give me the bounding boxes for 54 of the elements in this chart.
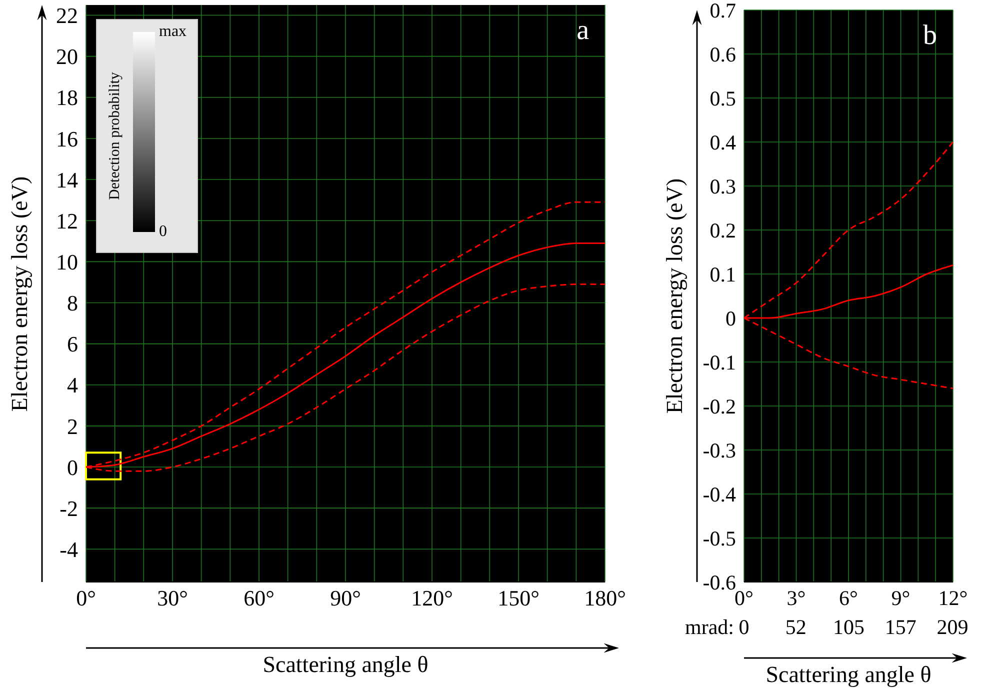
x2-axis-title: mrad: — [684, 615, 734, 640]
y-tick-label: -0.5 — [702, 526, 736, 550]
annotation: max — [159, 22, 187, 42]
x-tick-label: 180° — [584, 586, 626, 611]
y-tick-label: 10 — [56, 249, 78, 274]
y-tick-label: 2 — [67, 414, 78, 439]
y-tick-label: 0.2 — [710, 218, 736, 242]
y-axis-title: Electron energy loss (eV) — [6, 174, 33, 414]
color-bar-title: Detection probability — [106, 71, 124, 202]
y-tick-label: -2 — [60, 496, 78, 521]
y-tick-label: 6 — [67, 332, 78, 357]
x-tick-label: 6° — [839, 586, 858, 610]
x-tick-label: 30° — [157, 586, 188, 611]
y-tick-label: -0.1 — [702, 350, 736, 374]
x-tick-label: 60° — [244, 586, 274, 611]
x-tick-label: 12° — [938, 586, 968, 610]
y-tick-label: 14 — [56, 167, 78, 192]
y-tick-label: -0.3 — [702, 438, 736, 462]
x-tick-label: 0° — [76, 586, 96, 611]
x2-tick-label: 209 — [936, 615, 970, 640]
y-tick-label: 16 — [56, 126, 78, 152]
y-tick-label: -0.2 — [702, 394, 736, 418]
x-tick-label: 0° — [734, 586, 754, 610]
annotation: a — [576, 15, 589, 47]
y-tick-label: 22 — [56, 3, 78, 28]
x2-tick-label: 105 — [832, 615, 866, 640]
x-axis-title: Scattering angle θ — [764, 662, 932, 688]
y-tick-label: 0 — [726, 306, 736, 330]
y-tick-label: 8 — [67, 290, 78, 316]
y-tick-label: 0.6 — [710, 42, 736, 66]
y-tick-label: 0 — [67, 454, 78, 480]
y-tick-label: -4 — [60, 536, 78, 562]
y-tick-label: 0.4 — [710, 130, 736, 154]
y-tick-label: 0.3 — [710, 174, 736, 198]
y-axis-title: Electron energy loss (eV) — [661, 177, 688, 416]
y-tick-label: -0.6 — [702, 570, 736, 594]
x-axis-title: Scattering angle θ — [262, 652, 430, 678]
x-tick-label: 9° — [891, 586, 910, 610]
annotation: 0 — [159, 222, 167, 242]
y-tick-label: 0.1 — [710, 262, 736, 286]
x2-tick-label: 157 — [884, 615, 918, 640]
y-tick-label: -0.4 — [702, 482, 736, 506]
x-tick-label: 150° — [498, 586, 540, 611]
y-tick-label: 20 — [56, 44, 78, 70]
y-tick-label: 0.5 — [710, 86, 736, 110]
x-tick-label: 3° — [786, 586, 806, 610]
y-tick-label: 18 — [56, 85, 78, 110]
y-tick-label: 12 — [56, 208, 78, 234]
annotation: b — [922, 20, 937, 52]
x2-tick-label: 52 — [784, 615, 808, 640]
x-tick-label: 90° — [330, 586, 361, 611]
x-tick-label: 120° — [411, 586, 453, 611]
y-tick-label: 4 — [67, 372, 78, 398]
y-tick-label: 0.7 — [710, 0, 736, 22]
